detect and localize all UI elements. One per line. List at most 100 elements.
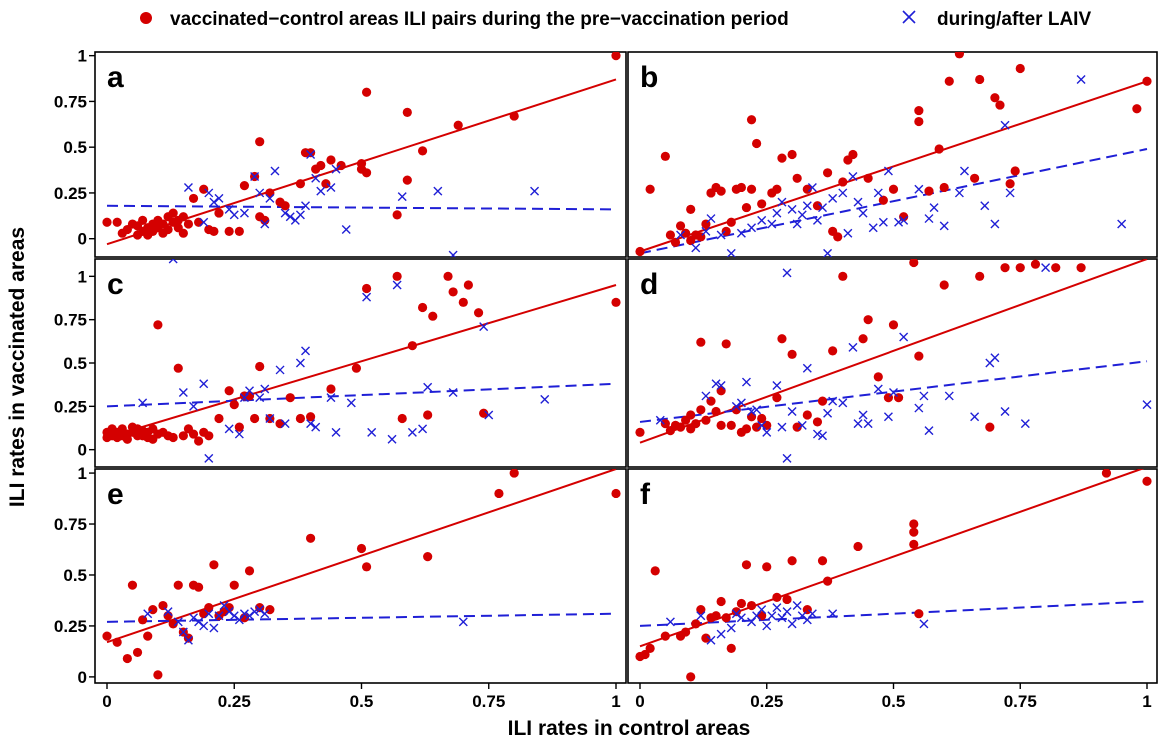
pre-point: [665, 230, 676, 240]
post-point: [183, 635, 193, 645]
post-point: [792, 219, 802, 229]
post-point: [762, 621, 772, 631]
post-point: [209, 623, 219, 633]
y-tick-label: 0: [78, 668, 87, 687]
y-tick-label: 0.5: [63, 566, 87, 585]
pre-point: [1030, 259, 1041, 269]
post-point: [204, 188, 214, 198]
pre-point: [726, 217, 736, 227]
pre-point: [736, 182, 747, 193]
panel-frame: [94, 51, 627, 258]
pre-point: [112, 637, 122, 647]
y-tick-label: 0.75: [54, 515, 87, 534]
pre-point: [295, 179, 306, 189]
post-point: [260, 384, 270, 394]
post-point: [807, 609, 817, 619]
post-point: [747, 617, 757, 627]
panel-frame: [627, 258, 1158, 468]
pre-point: [361, 283, 372, 294]
post-point: [1041, 263, 1051, 273]
pre-point: [356, 159, 367, 169]
pre-point: [1015, 63, 1025, 74]
post-point: [726, 248, 736, 257]
x-tick-label: 0: [635, 692, 644, 711]
pre-point: [163, 224, 173, 235]
pre-point: [772, 592, 782, 603]
post-point: [163, 607, 173, 617]
post-point: [757, 420, 767, 430]
y-tick-label: 0.5: [63, 354, 87, 373]
pre-point: [711, 406, 721, 417]
pre-point: [494, 488, 504, 499]
panel-plot: [102, 52, 621, 257]
panel-a: a 0 0.25 0.5 0.75 1: [54, 47, 627, 258]
pre-point: [122, 434, 132, 444]
pre-point: [686, 672, 696, 682]
pre-point: [675, 221, 686, 231]
panel-letter: b: [640, 61, 658, 94]
pre-point: [691, 419, 701, 429]
pre-point: [772, 393, 782, 403]
pre-point: [402, 175, 412, 185]
pre-point: [1015, 263, 1025, 273]
post-point: [823, 248, 833, 257]
post-point: [214, 193, 224, 203]
post-point: [762, 427, 772, 437]
pre-point: [326, 384, 336, 394]
pre-point: [178, 212, 188, 222]
pre-point: [787, 556, 797, 566]
post-point: [747, 223, 757, 233]
post-point: [234, 429, 244, 439]
y-tick-label: 0: [78, 230, 87, 249]
pre-point: [787, 349, 797, 359]
pre-point: [204, 431, 214, 441]
pre-point: [822, 576, 833, 586]
post-point: [260, 609, 270, 619]
pre-point: [194, 217, 204, 227]
post-point: [954, 188, 964, 198]
pre-point: [138, 615, 148, 625]
post-point: [448, 387, 458, 397]
pre-point: [696, 405, 706, 415]
panel-letter: e: [107, 478, 124, 511]
pre-point: [817, 396, 828, 406]
post-point: [899, 332, 909, 342]
pre-point: [888, 320, 899, 330]
panel-letter: c: [107, 268, 124, 301]
panel-letter: f: [640, 478, 651, 511]
post-point: [346, 398, 356, 408]
pre-point: [716, 186, 726, 196]
post-point: [224, 424, 234, 434]
pre-point: [479, 408, 489, 418]
post-point: [265, 193, 275, 203]
post-point: [655, 415, 665, 425]
post-point: [285, 212, 295, 222]
post-point: [772, 603, 782, 613]
pre-point: [914, 609, 924, 619]
pre-point: [209, 560, 219, 570]
pre-point: [995, 100, 1005, 110]
post-point: [1005, 188, 1015, 198]
pre-point: [696, 337, 706, 347]
pre-point: [716, 386, 726, 396]
pre-point: [509, 111, 519, 121]
pre-point: [746, 600, 757, 611]
pre-point: [939, 280, 949, 290]
pre-point: [838, 177, 848, 187]
pre-point: [686, 204, 696, 215]
legend-post-marker: [902, 10, 916, 24]
post-point: [295, 358, 305, 368]
pre-point: [173, 580, 183, 590]
post-point: [234, 615, 244, 625]
pre-point: [611, 488, 621, 499]
post-point: [1000, 407, 1010, 417]
legend-pre-marker: [140, 12, 152, 24]
post-point: [311, 173, 321, 183]
pre-point: [122, 653, 132, 664]
pre-point: [275, 419, 285, 429]
pre-point: [255, 137, 265, 147]
post-point: [341, 225, 351, 235]
post-point: [924, 214, 934, 224]
pre-point: [428, 311, 438, 321]
pre-point: [716, 420, 726, 430]
